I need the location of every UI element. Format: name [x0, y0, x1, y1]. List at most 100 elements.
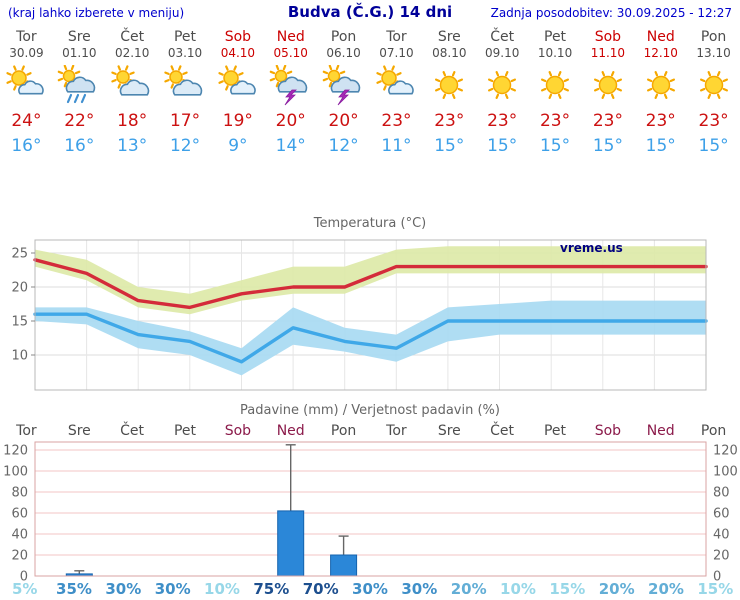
day-column: Ned 05.10 20° 14°: [264, 27, 317, 156]
day-name: Ned: [276, 29, 305, 45]
svg-text:40: 40: [11, 528, 28, 543]
high-temp: 20°: [328, 111, 359, 131]
day-name: Pet: [173, 29, 197, 45]
day-date: 04.10: [220, 46, 256, 60]
svg-text:20%: 20%: [451, 580, 487, 598]
sun-icon: [476, 65, 529, 109]
day-name: Pon: [330, 29, 357, 45]
high-temp: 23°: [381, 111, 412, 131]
day-column: Tor 30.09 24° 16°: [0, 27, 53, 156]
svg-text:30%: 30%: [155, 580, 191, 598]
svg-text:80: 80: [11, 486, 28, 501]
day-name: Ned: [646, 29, 675, 45]
day-name: Tor: [16, 29, 37, 45]
day-date: 03.10: [167, 46, 203, 60]
low-temp: 15°: [434, 136, 465, 156]
day-date: 05.10: [273, 46, 308, 60]
svg-text:Sre: Sre: [438, 423, 461, 439]
day-date: 02.10: [114, 46, 150, 60]
svg-text:30%: 30%: [401, 580, 437, 598]
svg-text:35%: 35%: [56, 580, 92, 598]
day-date: 10.10: [537, 46, 573, 60]
sun-cloud-icon: [211, 65, 264, 109]
header: (kraj lahko izberete v meniju) Budva (Č.…: [0, 3, 740, 21]
day-date: 06.10: [326, 46, 361, 60]
svg-text:Tor: Tor: [15, 423, 37, 439]
low-temp: 16°: [11, 136, 42, 156]
svg-text:Pon: Pon: [701, 423, 726, 439]
day-date: 11.10: [590, 46, 626, 60]
day-name: Sre: [67, 29, 91, 45]
low-temp: 15°: [698, 136, 729, 156]
low-temp: 15°: [645, 136, 676, 156]
sun-cloud-icon: [370, 65, 423, 109]
day-column: Sre 01.10 22° 16°: [53, 27, 106, 156]
svg-text:30%: 30%: [105, 580, 141, 598]
svg-text:15%: 15%: [697, 580, 733, 598]
cloud-sun-icon: [159, 65, 212, 109]
forecast-strip: Tor 30.09 24° 16° Sre 01.10 22° 16° Čet 02.10 18° 1…: [0, 27, 740, 156]
low-temp: 16°: [64, 136, 95, 156]
day-column: Pet 03.10 17° 12°: [159, 27, 212, 156]
svg-text:Sob: Sob: [225, 423, 251, 439]
svg-text:vreme.us: vreme.us: [560, 241, 623, 255]
sun-icon: [423, 65, 476, 109]
day-column: Sob 11.10 23° 15°: [581, 27, 634, 156]
day-column: Čet 02.10 18° 13°: [106, 27, 159, 156]
svg-text:120: 120: [713, 444, 738, 459]
day-date: 07.10: [379, 46, 414, 60]
day-column: Pon 13.10 23° 15°: [687, 27, 740, 156]
low-temp: 14°: [275, 136, 306, 156]
svg-text:Čet: Čet: [490, 421, 514, 439]
svg-text:20: 20: [11, 281, 28, 296]
day-date: 13.10: [696, 46, 731, 60]
low-temp: 9°: [228, 136, 248, 156]
svg-text:Sob: Sob: [595, 423, 621, 439]
svg-text:30%: 30%: [352, 580, 388, 598]
svg-text:0: 0: [713, 570, 721, 585]
temp-chart-title: Temperatura (°C): [313, 216, 427, 231]
storm-icon: [317, 64, 370, 109]
day-name: Pet: [544, 29, 567, 45]
page-title: Budva (Č.G.) 14 dni: [287, 3, 453, 21]
day-column: Pon 06.10 20° 12°: [317, 27, 370, 156]
svg-text:Tor: Tor: [385, 423, 407, 439]
svg-text:20: 20: [713, 549, 730, 564]
precip-chart-title: Padavine (mm) / Verjetnost padavin (%): [240, 403, 500, 418]
svg-text:20%: 20%: [599, 580, 635, 598]
svg-text:80: 80: [713, 486, 730, 501]
rain-icon: [53, 64, 106, 109]
svg-text:60: 60: [11, 507, 28, 522]
day-column: Pet 10.10 23° 15°: [529, 27, 582, 156]
svg-text:15: 15: [11, 315, 28, 330]
svg-text:0: 0: [20, 570, 28, 585]
svg-text:20: 20: [11, 549, 28, 564]
svg-text:40: 40: [713, 528, 730, 543]
sun-icon: [687, 65, 740, 109]
day-column: Sob 04.10 19° 9°: [211, 27, 264, 156]
svg-text:Ned: Ned: [647, 423, 675, 439]
high-temp: 18°: [117, 111, 148, 131]
day-column: Čet 09.10 23° 15°: [476, 27, 529, 156]
day-name: Sre: [437, 29, 461, 45]
temperature-chart: 10 15 20 25 vreme.us: [11, 239, 708, 391]
svg-text:25: 25: [11, 247, 28, 262]
svg-text:100: 100: [3, 465, 28, 480]
high-temp: 23°: [434, 111, 465, 131]
day-name: Čet: [490, 29, 515, 45]
svg-text:20%: 20%: [648, 580, 684, 598]
day-date: 12.10: [643, 46, 678, 60]
svg-text:Čet: Čet: [120, 421, 144, 439]
storm-icon: [264, 64, 317, 109]
day-name: Čet: [120, 29, 145, 45]
sun-icon: [529, 65, 582, 109]
high-temp: 22°: [64, 111, 95, 131]
day-column: Tor 07.10 23° 11°: [370, 27, 423, 156]
low-temp: 15°: [592, 136, 623, 156]
high-temp: 24°: [11, 111, 42, 131]
svg-text:Pet: Pet: [544, 423, 567, 439]
svg-text:Pon: Pon: [331, 423, 356, 439]
svg-text:100: 100: [713, 465, 738, 480]
day-column: Ned 12.10 23° 15°: [634, 27, 687, 156]
